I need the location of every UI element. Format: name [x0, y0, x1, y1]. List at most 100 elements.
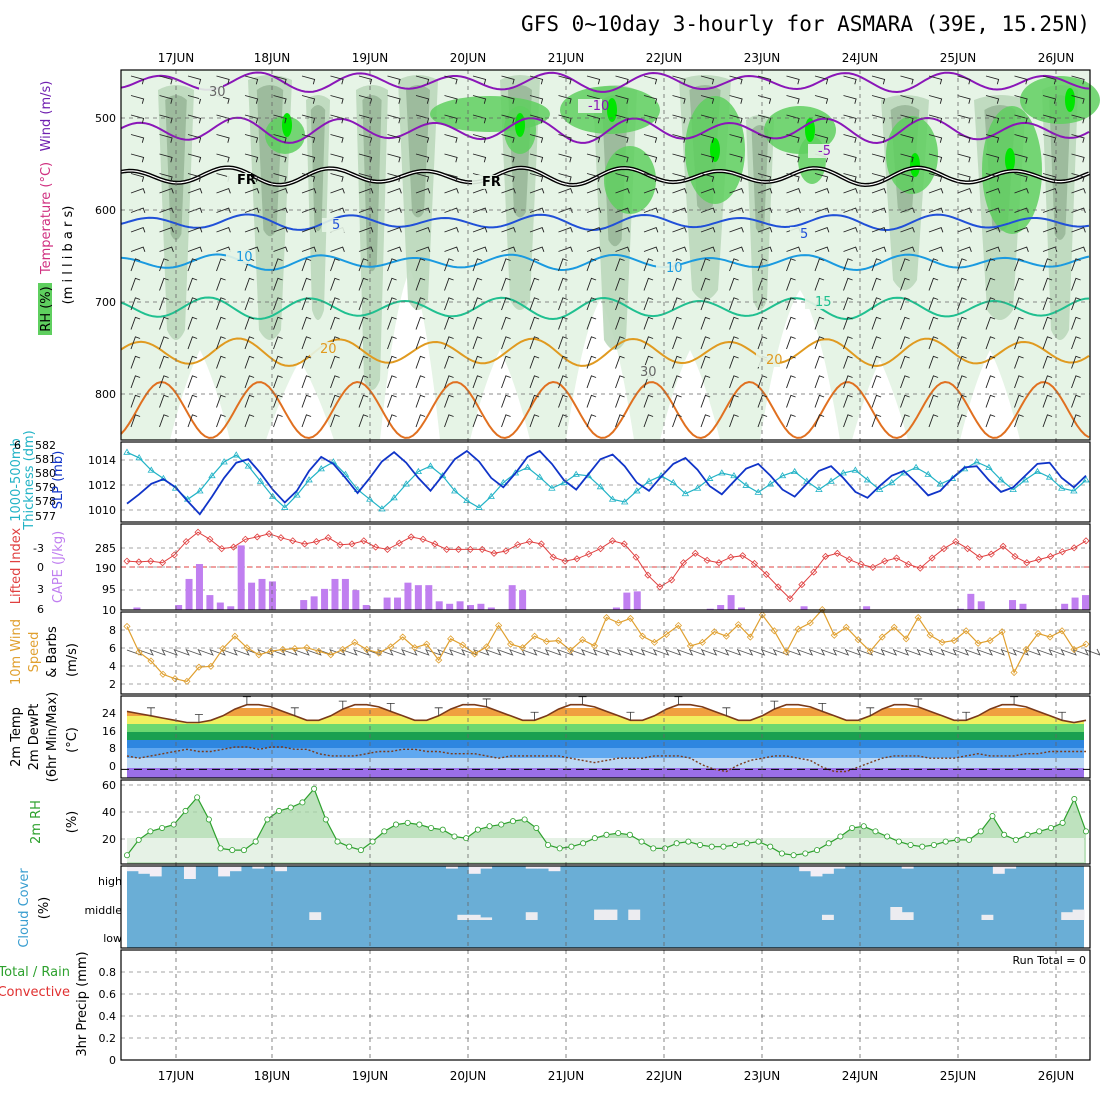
- surface-wind-barb: [378, 648, 394, 656]
- wind-barb: [729, 336, 739, 350]
- minmax-bar: [962, 711, 971, 721]
- panel-border: [120, 865, 1091, 949]
- moist-core: [607, 98, 617, 122]
- thickness-tick-label: 578: [35, 495, 56, 508]
- wind-barb: [529, 394, 540, 408]
- wind-barb: [843, 207, 858, 213]
- wind-barb: [757, 336, 768, 350]
- cape-bar: [1071, 597, 1079, 610]
- wind-barb: [700, 336, 711, 350]
- date-label-top: 18JUN: [254, 51, 291, 65]
- panel-label: Cloud Cover: [17, 868, 32, 948]
- cape-bar: [967, 593, 975, 610]
- wind-barb: [615, 207, 630, 213]
- wind-barb: [615, 297, 625, 311]
- wind-barb: [615, 394, 625, 408]
- wind-speed-point: [423, 640, 431, 648]
- wind-barb: [871, 134, 886, 143]
- wind-barb: [301, 316, 312, 330]
- wind-barb: [273, 188, 288, 194]
- cape-bar: [977, 601, 985, 610]
- wind-barb: [444, 134, 458, 143]
- wind-tick-label: 6: [109, 642, 116, 655]
- thickness-point: [451, 487, 459, 494]
- wind-barb: [843, 258, 853, 272]
- wind-barb: [985, 173, 1000, 182]
- wind-barb: [444, 188, 459, 194]
- wind-barb: [387, 355, 397, 369]
- contour-label-bg: [322, 218, 346, 232]
- wind-barb: [871, 75, 886, 85]
- surface-wind-barb: [989, 648, 1006, 656]
- thickness-point: [341, 470, 350, 477]
- thickness-point: [463, 496, 471, 504]
- date-label-bottom: 17JUN: [158, 1069, 195, 1083]
- cape-bar: [175, 605, 183, 610]
- rh-point: [369, 838, 376, 845]
- wind-barb: [301, 258, 312, 272]
- precip-tick-label: 0: [109, 1054, 116, 1067]
- rh-point: [451, 833, 458, 840]
- wind-barb: [415, 414, 426, 428]
- wind-speed-point: [866, 647, 874, 655]
- wind-barb: [330, 207, 345, 213]
- wind-barb: [301, 95, 316, 104]
- wind-barb: [301, 173, 316, 182]
- wind-speed-point: [351, 638, 359, 646]
- wind-speed-point: [375, 649, 383, 657]
- cape-bar: [633, 591, 641, 610]
- wind-barb: [985, 75, 1000, 85]
- thickness-point: [147, 466, 155, 473]
- wind-barb: [700, 75, 715, 85]
- pressure-tick-label: 800: [95, 388, 116, 401]
- middle-cloud-gap: [468, 914, 481, 920]
- rh-point: [334, 838, 341, 845]
- wind-barb: [586, 153, 601, 163]
- high-cloud-gap: [992, 866, 1005, 874]
- wind-barb: [130, 114, 145, 124]
- wind-barb: [501, 355, 511, 369]
- wind-barb: [729, 246, 744, 252]
- wind-barb: [957, 336, 967, 350]
- wind-barb: [558, 134, 572, 143]
- high-cloud-gap: [127, 866, 139, 872]
- thickness-point: [888, 478, 896, 486]
- panel-label: Lifted Index: [9, 527, 24, 604]
- lifted-index-point: [608, 537, 616, 545]
- wind-barb: [529, 316, 540, 330]
- high-cloud-gap: [810, 866, 823, 877]
- wind-barb: [615, 336, 625, 350]
- wind-barb: [501, 277, 511, 291]
- wind-barb: [187, 394, 198, 408]
- lifted-index-point: [750, 559, 759, 568]
- wind-barb: [729, 394, 739, 408]
- wind-speed-point: [411, 644, 419, 652]
- cape-bar: [362, 605, 370, 610]
- wind-barb: [985, 188, 1001, 194]
- wind-speed-point: [231, 632, 239, 640]
- wind-barb: [928, 316, 939, 330]
- lifted-index-point: [739, 552, 747, 560]
- wind-barb: [985, 114, 1000, 124]
- wind-barb: [786, 188, 801, 194]
- lifted-index-point: [573, 555, 581, 563]
- minmax-bar: [626, 711, 635, 721]
- thickness-point: [645, 477, 653, 484]
- wind-barb: [1042, 355, 1053, 369]
- wind-barb: [672, 153, 686, 163]
- wind-barb: [672, 246, 687, 252]
- surface-wind-barb: [1061, 648, 1077, 656]
- wind-speed-point: [387, 643, 395, 651]
- wind-barb: [1071, 188, 1086, 194]
- wind-barb: [244, 153, 259, 163]
- wind-barb: [159, 297, 169, 311]
- wind-barb: [843, 246, 858, 252]
- date-label-bottom: 26JUN: [1038, 1069, 1075, 1083]
- rh-panel: 60 40 20: [102, 779, 1090, 864]
- cape-bar: [435, 601, 443, 610]
- rh-point: [790, 852, 797, 859]
- wind-barb: [672, 173, 686, 182]
- wind-barb: [615, 246, 630, 252]
- surface-wind-barb: [1013, 648, 1029, 656]
